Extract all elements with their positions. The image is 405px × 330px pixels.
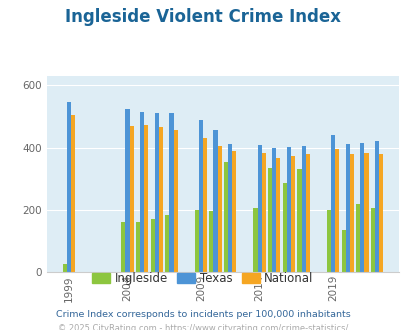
Bar (158, 127, 162, 272)
Bar (154, 113, 158, 272)
Bar (297, 169, 301, 272)
Text: Ingleside Violent Crime Index: Ingleside Violent Crime Index (65, 8, 340, 26)
Text: Crime Index corresponds to incidents per 100,000 inhabitants: Crime Index corresponds to incidents per… (55, 310, 350, 318)
Bar (341, 230, 345, 272)
Bar (217, 146, 221, 272)
Bar (150, 219, 154, 272)
Bar (213, 130, 217, 272)
Bar (360, 143, 364, 272)
Bar (378, 154, 382, 272)
Bar (364, 153, 368, 272)
Bar (290, 156, 294, 272)
Bar (125, 109, 129, 272)
Bar (194, 210, 198, 272)
Bar (129, 126, 133, 272)
Bar (224, 162, 228, 272)
Bar (326, 210, 330, 272)
Bar (140, 112, 144, 272)
Text: © 2025 CityRating.com - https://www.cityrating.com/crime-statistics/: © 2025 CityRating.com - https://www.city… (58, 324, 347, 330)
Bar (286, 147, 290, 272)
Bar (355, 204, 360, 272)
Bar (330, 135, 334, 272)
Bar (282, 183, 286, 272)
Bar (173, 129, 177, 272)
Bar (334, 149, 338, 272)
Bar (267, 168, 272, 272)
Bar (370, 208, 374, 272)
Bar (66, 102, 70, 272)
Bar (136, 222, 140, 272)
Bar (349, 154, 353, 272)
Bar (202, 138, 207, 272)
Bar (121, 222, 125, 272)
Bar (345, 145, 349, 272)
Legend: Ingleside, Texas, National: Ingleside, Texas, National (87, 267, 318, 289)
Bar (305, 154, 309, 272)
Bar (209, 212, 213, 272)
Bar (144, 125, 148, 272)
Bar (70, 115, 75, 272)
Bar (253, 208, 257, 272)
Bar (62, 264, 66, 272)
Bar (272, 148, 276, 272)
Bar (228, 145, 232, 272)
Bar (198, 119, 202, 272)
Bar (165, 214, 169, 272)
Bar (169, 113, 173, 272)
Bar (232, 151, 236, 272)
Bar (276, 158, 280, 272)
Bar (261, 153, 265, 272)
Bar (301, 146, 305, 272)
Bar (374, 141, 378, 272)
Bar (257, 146, 261, 272)
